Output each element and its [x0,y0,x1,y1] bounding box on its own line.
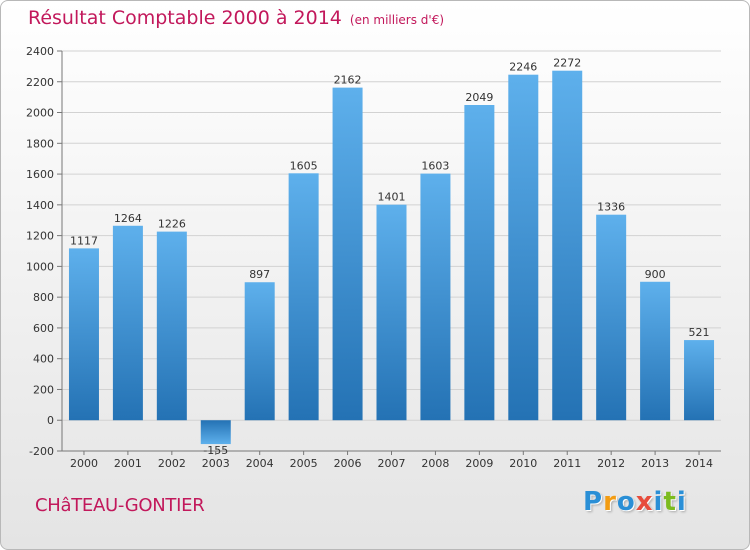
data-label-2004: 897 [249,268,270,281]
data-label-2013: 900 [645,268,666,281]
y-tick-label: 2000 [26,107,54,120]
data-label-2002: 1226 [158,218,186,231]
x-axis-ticks: 2000 2001 2002 2003 2004 2005 2006 2007 2008 2009… [70,451,713,470]
logo-letter: i [653,487,664,517]
data-label-2014: 521 [689,326,710,339]
logo-letter: P [583,487,604,517]
bar-2002 [156,231,187,421]
bar-2004 [244,282,275,421]
x-tick-label: 2003 [202,457,230,470]
logo-letter: o [616,487,636,517]
bar-2011 [552,70,583,421]
x-tick-label: 2006 [334,457,362,470]
bar-2001 [112,225,143,421]
bar-2005 [288,173,319,421]
y-tick-label: 800 [33,291,54,304]
chart-title-text: Résultat Comptable 2000 à 2014 [28,7,342,29]
bar-2007 [376,204,407,421]
y-tick-label: -200 [29,445,54,458]
bar-2013 [640,281,671,421]
x-tick-label: 2000 [70,457,98,470]
y-tick-label: 2400 [26,45,54,58]
data-label-2009: 2049 [465,91,493,104]
data-label-2010: 2246 [509,61,537,74]
x-tick-label: 2011 [553,457,581,470]
y-tick-label: 1000 [26,260,54,273]
logo-letter: r [603,487,617,517]
y-axis-ticks: -200 0 200 400 600 800 1000 1200 1400 1600 1800 200… [26,45,721,458]
data-label-2006: 2162 [334,74,362,87]
chart-title: Résultat Comptable 2000 à 2014 (en millie… [28,7,444,29]
data-label-2011: 2272 [553,57,581,70]
bar-2010 [508,74,539,421]
y-tick-label: 600 [33,322,54,335]
y-tick-label: 0 [47,414,54,427]
x-tick-label: 2004 [246,457,274,470]
y-tick-label: 200 [33,383,54,396]
data-label-2007: 1401 [378,191,406,204]
data-label-2001: 1264 [114,212,142,225]
data-label-2000: 1117 [70,234,98,247]
bar-2000 [68,248,99,421]
bar-2006 [332,87,363,421]
data-label-2003: -155 [203,444,228,457]
x-tick-label: 2008 [421,457,449,470]
commune-name: CHâTEAU-GONTIER [35,495,205,516]
bar-2012 [596,214,627,421]
y-tick-label: 400 [33,353,54,366]
logo-letter: x [635,487,654,517]
proxiti-logo: Proxiti [583,487,687,517]
x-tick-label: 2007 [378,457,406,470]
bar-2009 [464,105,495,421]
x-tick-label: 2010 [509,457,537,470]
y-tick-label: 1800 [26,137,54,150]
chart-unit: (en milliers d'€) [349,13,445,27]
data-labels: 1117 1264 1226 -155 897 1605 2162 1401 1603 2049 2… [70,57,710,457]
bar-2003 [200,420,231,445]
bar-2014 [684,340,715,421]
x-tick-label: 2005 [290,457,318,470]
y-tick-label: 1200 [26,230,54,243]
bars [68,70,715,445]
data-label-2005: 1605 [290,159,318,172]
y-tick-label: 1600 [26,168,54,181]
data-label-2012: 1336 [597,201,625,214]
data-label-2008: 1603 [421,160,449,173]
x-tick-label: 2001 [114,457,142,470]
x-tick-label: 2002 [158,457,186,470]
logo-letter: i [676,487,687,517]
y-tick-label: 1400 [26,199,54,212]
y-tick-label: 2200 [26,76,54,89]
x-tick-label: 2012 [597,457,625,470]
x-tick-label: 2014 [685,457,713,470]
logo-letter: t [663,487,677,517]
x-tick-label: 2013 [641,457,669,470]
x-tick-label: 2009 [465,457,493,470]
bar-2008 [420,173,451,421]
